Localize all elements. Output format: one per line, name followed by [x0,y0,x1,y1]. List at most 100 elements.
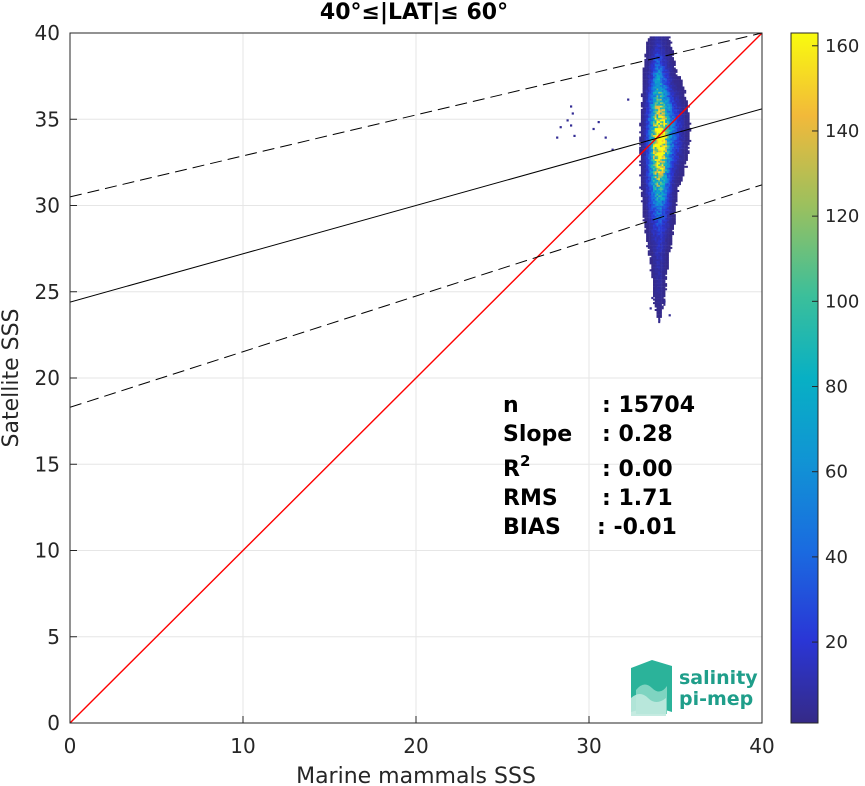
heatmap-cell [665,172,668,175]
heatmap-cell [659,164,662,167]
heatmap-cell [654,221,657,223]
heatmap-cell [670,195,673,198]
heatmap-cell [646,208,649,211]
heatmap-cell [680,157,683,160]
heatmap-cell [668,236,671,239]
heatmap-cell [668,238,671,241]
heatmap-cell [640,176,643,179]
heatmap-cell [672,58,674,61]
heatmap-cell [659,300,662,303]
heatmap-cell [668,88,671,91]
heatmap-cell [656,236,659,239]
heatmap-cell [653,86,655,89]
heatmap-cell [659,169,662,172]
heatmap-cell [685,141,688,144]
heatmap-cell [656,259,659,261]
heatmap-cell [646,219,649,222]
heatmap-cell [647,112,650,115]
heatmap-cell [668,227,671,230]
heatmap-cell [649,70,652,73]
heatmap-cell [651,296,654,300]
heatmap-cell [661,158,664,161]
heatmap-cell [673,179,676,182]
heatmap-cell [642,152,645,154]
heatmap-cell [651,253,654,256]
heatmap-cell [673,117,676,120]
y-tick-label: 5 [47,625,60,649]
heatmap-cell [668,96,671,99]
heatmap-cell [661,243,664,246]
heatmap-cell [685,105,688,108]
heatmap-cell [653,290,655,292]
heatmap-cell [656,246,659,249]
heatmap-cell [661,102,664,104]
heatmap-cell [646,100,649,103]
heatmap-cell [644,81,647,84]
heatmap-cell [658,81,661,84]
heatmap-cell [668,183,671,186]
heatmap-cell [663,271,666,273]
heatmap-cell [644,65,647,68]
heatmap-cell [675,145,678,148]
heatmap-cell [651,127,654,130]
heatmap-cell [677,171,680,173]
heatmap-cell [656,233,659,236]
heatmap-cell [661,160,664,163]
heatmap-cell [663,79,666,82]
heatmap-cell [666,188,669,191]
heatmap-cell [642,160,645,163]
heatmap-cell [665,221,668,223]
heatmap-cell [651,272,654,275]
heatmap-cell [644,198,647,201]
heatmap-cell [661,305,664,308]
heatmap-cell [673,207,676,210]
heatmap-cell [665,103,668,106]
heatmap-cell [658,210,661,213]
heatmap-cell [684,91,687,94]
heatmap-cell [647,67,650,70]
heatmap-cell [670,234,673,237]
heatmap-cell [665,260,668,263]
heatmap-cell [679,115,681,118]
heatmap-cell [677,108,680,111]
heatmap-cell [665,283,668,286]
heatmap-cell [651,107,654,110]
heatmap-cell [666,221,669,223]
heatmap-cell [666,148,669,151]
heatmap-cell [646,202,649,204]
heatmap-cell [654,121,657,123]
heatmap-cell [685,103,688,106]
heatmap-cell [663,121,666,123]
heatmap-cell [672,112,674,115]
heatmap-cell [656,195,659,198]
heatmap-cell [646,110,649,113]
heatmap-cell [659,264,662,267]
heatmap-cell [644,214,647,217]
heatmap-cell [661,110,664,113]
heatmap-cell [658,146,661,149]
heatmap-cell [649,177,652,180]
heatmap-cell [663,210,666,213]
heatmap-cell [687,139,690,142]
heatmap-cell [647,50,650,53]
heatmap-cell [653,108,655,111]
heatmap-cell [661,136,664,139]
heatmap-cell [649,55,652,58]
stat-label-n: n [503,393,519,418]
heatmap-cell [684,150,687,153]
heatmap-cell [663,119,666,122]
heatmap-cell [675,129,678,132]
heatmap-cell [640,193,643,196]
heatmap-cell [675,114,678,117]
heatmap-cell [682,134,685,137]
heatmap-cell [661,260,664,263]
heatmap-cell [658,298,661,301]
heatmap-cell [672,139,674,142]
heatmap-cell [665,198,668,201]
heatmap-cell [649,248,652,251]
heatmap-cell [679,139,681,142]
heatmap-cell [640,153,643,156]
heatmap-cell [642,136,645,139]
heatmap-cell [668,198,671,201]
heatmap-cell [654,238,657,241]
